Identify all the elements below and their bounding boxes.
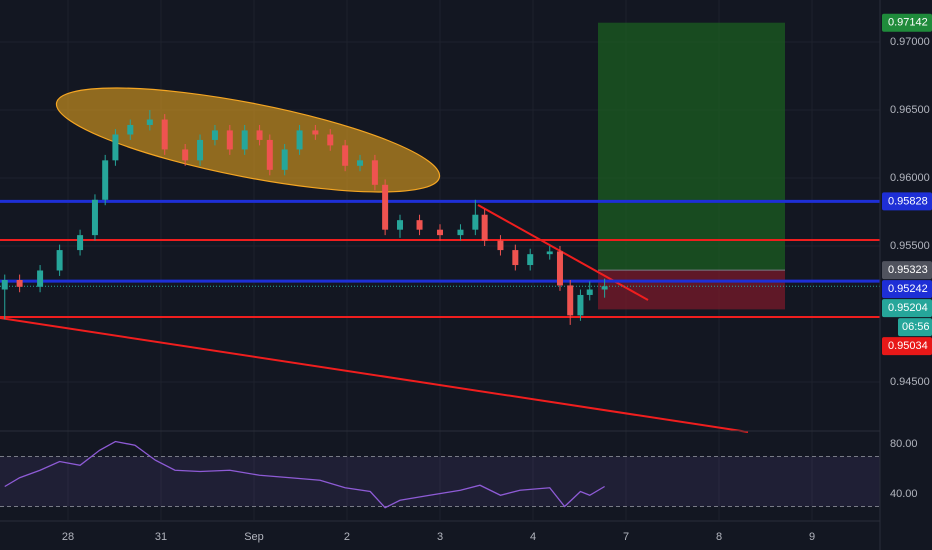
- position-box: [598, 22, 785, 310]
- countdown-tag: [898, 318, 932, 337]
- x-tick-label: Sep: [244, 531, 264, 543]
- price-tag: [882, 192, 932, 211]
- candle-body: [77, 235, 84, 251]
- x-tick-label: 9: [809, 531, 815, 543]
- candle-body: [437, 229, 443, 236]
- plot: [0, 110, 880, 509]
- candle-body: [481, 214, 488, 241]
- x-tick-label: 4: [530, 531, 536, 543]
- rsi-line: [4, 440, 605, 509]
- rsi-band: [0, 456, 880, 507]
- candle-body: [577, 294, 584, 316]
- candle-body: [497, 240, 504, 251]
- target-zone: [598, 22, 785, 271]
- price-tag-label: 0.97142: [888, 17, 928, 29]
- candle-body: [266, 139, 273, 170]
- candle-body: [102, 160, 109, 200]
- y-tick-label: 0.96000: [890, 172, 930, 184]
- candle-body: [546, 251, 553, 255]
- candle-body: [472, 214, 479, 230]
- candle-body: [527, 254, 534, 266]
- candle-body: [327, 134, 334, 146]
- x-tick-label: 2: [344, 531, 350, 543]
- trend-line: [477, 204, 649, 301]
- candle-body: [312, 130, 319, 135]
- price-tag: [882, 280, 932, 299]
- price-tag-label: 0.95204: [888, 302, 928, 314]
- candle-body: [112, 134, 119, 161]
- pattern-ellipse: [55, 87, 441, 193]
- candle-body: [556, 251, 563, 286]
- y-tick-label: 0.96500: [890, 104, 930, 116]
- price-tag-label: 0.95828: [888, 195, 928, 207]
- candle-body: [161, 119, 168, 150]
- x-tick-label: 7: [623, 531, 629, 543]
- candle-body: [91, 199, 98, 236]
- price-tag: [882, 337, 932, 356]
- y-tick-label: 0.97000: [890, 36, 930, 48]
- candle-body: [241, 130, 248, 150]
- price-tag: [882, 299, 932, 318]
- x-tick-label: 8: [716, 531, 722, 543]
- candle-body: [512, 250, 519, 266]
- candle-body: [357, 160, 364, 166]
- price-tag-label: 0.95242: [888, 283, 928, 295]
- candle-body: [416, 220, 423, 230]
- candle-body: [281, 149, 288, 170]
- price-tag: [882, 13, 932, 32]
- candle-body: [197, 139, 204, 161]
- candle-body: [371, 160, 378, 185]
- candle-body: [457, 229, 464, 236]
- price-tag-label: 0.95034: [888, 340, 928, 352]
- candle-body: [397, 220, 404, 230]
- stop-zone: [598, 270, 785, 310]
- candle-body: [127, 124, 134, 135]
- x-tick-label: 28: [62, 531, 74, 543]
- candle-body: [226, 130, 233, 150]
- x-tick-label: 3: [437, 531, 443, 543]
- countdown-label: 06:56: [902, 321, 930, 333]
- price-tag-label: 0.95323: [888, 264, 928, 276]
- trend-line: [0, 317, 749, 433]
- candle-body: [586, 289, 593, 295]
- candle-body: [342, 145, 349, 166]
- candle-body: [256, 130, 263, 140]
- price-tag: [882, 261, 932, 280]
- rsi-tick-label: 40.00: [890, 488, 918, 500]
- candle-body: [567, 285, 574, 316]
- candle-body: [382, 184, 389, 230]
- candle-body: [211, 130, 218, 140]
- candle-body: [37, 270, 44, 287]
- rsi-tick-label: 80.00: [890, 438, 918, 450]
- candle-body: [182, 149, 189, 161]
- candle-body: [1, 280, 8, 290]
- y-tick-label: 0.94500: [890, 376, 930, 388]
- candle-body: [16, 280, 23, 287]
- candle-body: [601, 286, 608, 290]
- candle-body: [296, 130, 303, 150]
- price-tags: 0.97142 0.95828 0.95323 0.95242 0.95204 06:56…: [882, 13, 932, 356]
- y-tick-label: 0.95500: [890, 240, 930, 252]
- candle-body: [56, 250, 63, 271]
- candle-body: [146, 119, 153, 125]
- x-tick-label: 31: [155, 531, 167, 543]
